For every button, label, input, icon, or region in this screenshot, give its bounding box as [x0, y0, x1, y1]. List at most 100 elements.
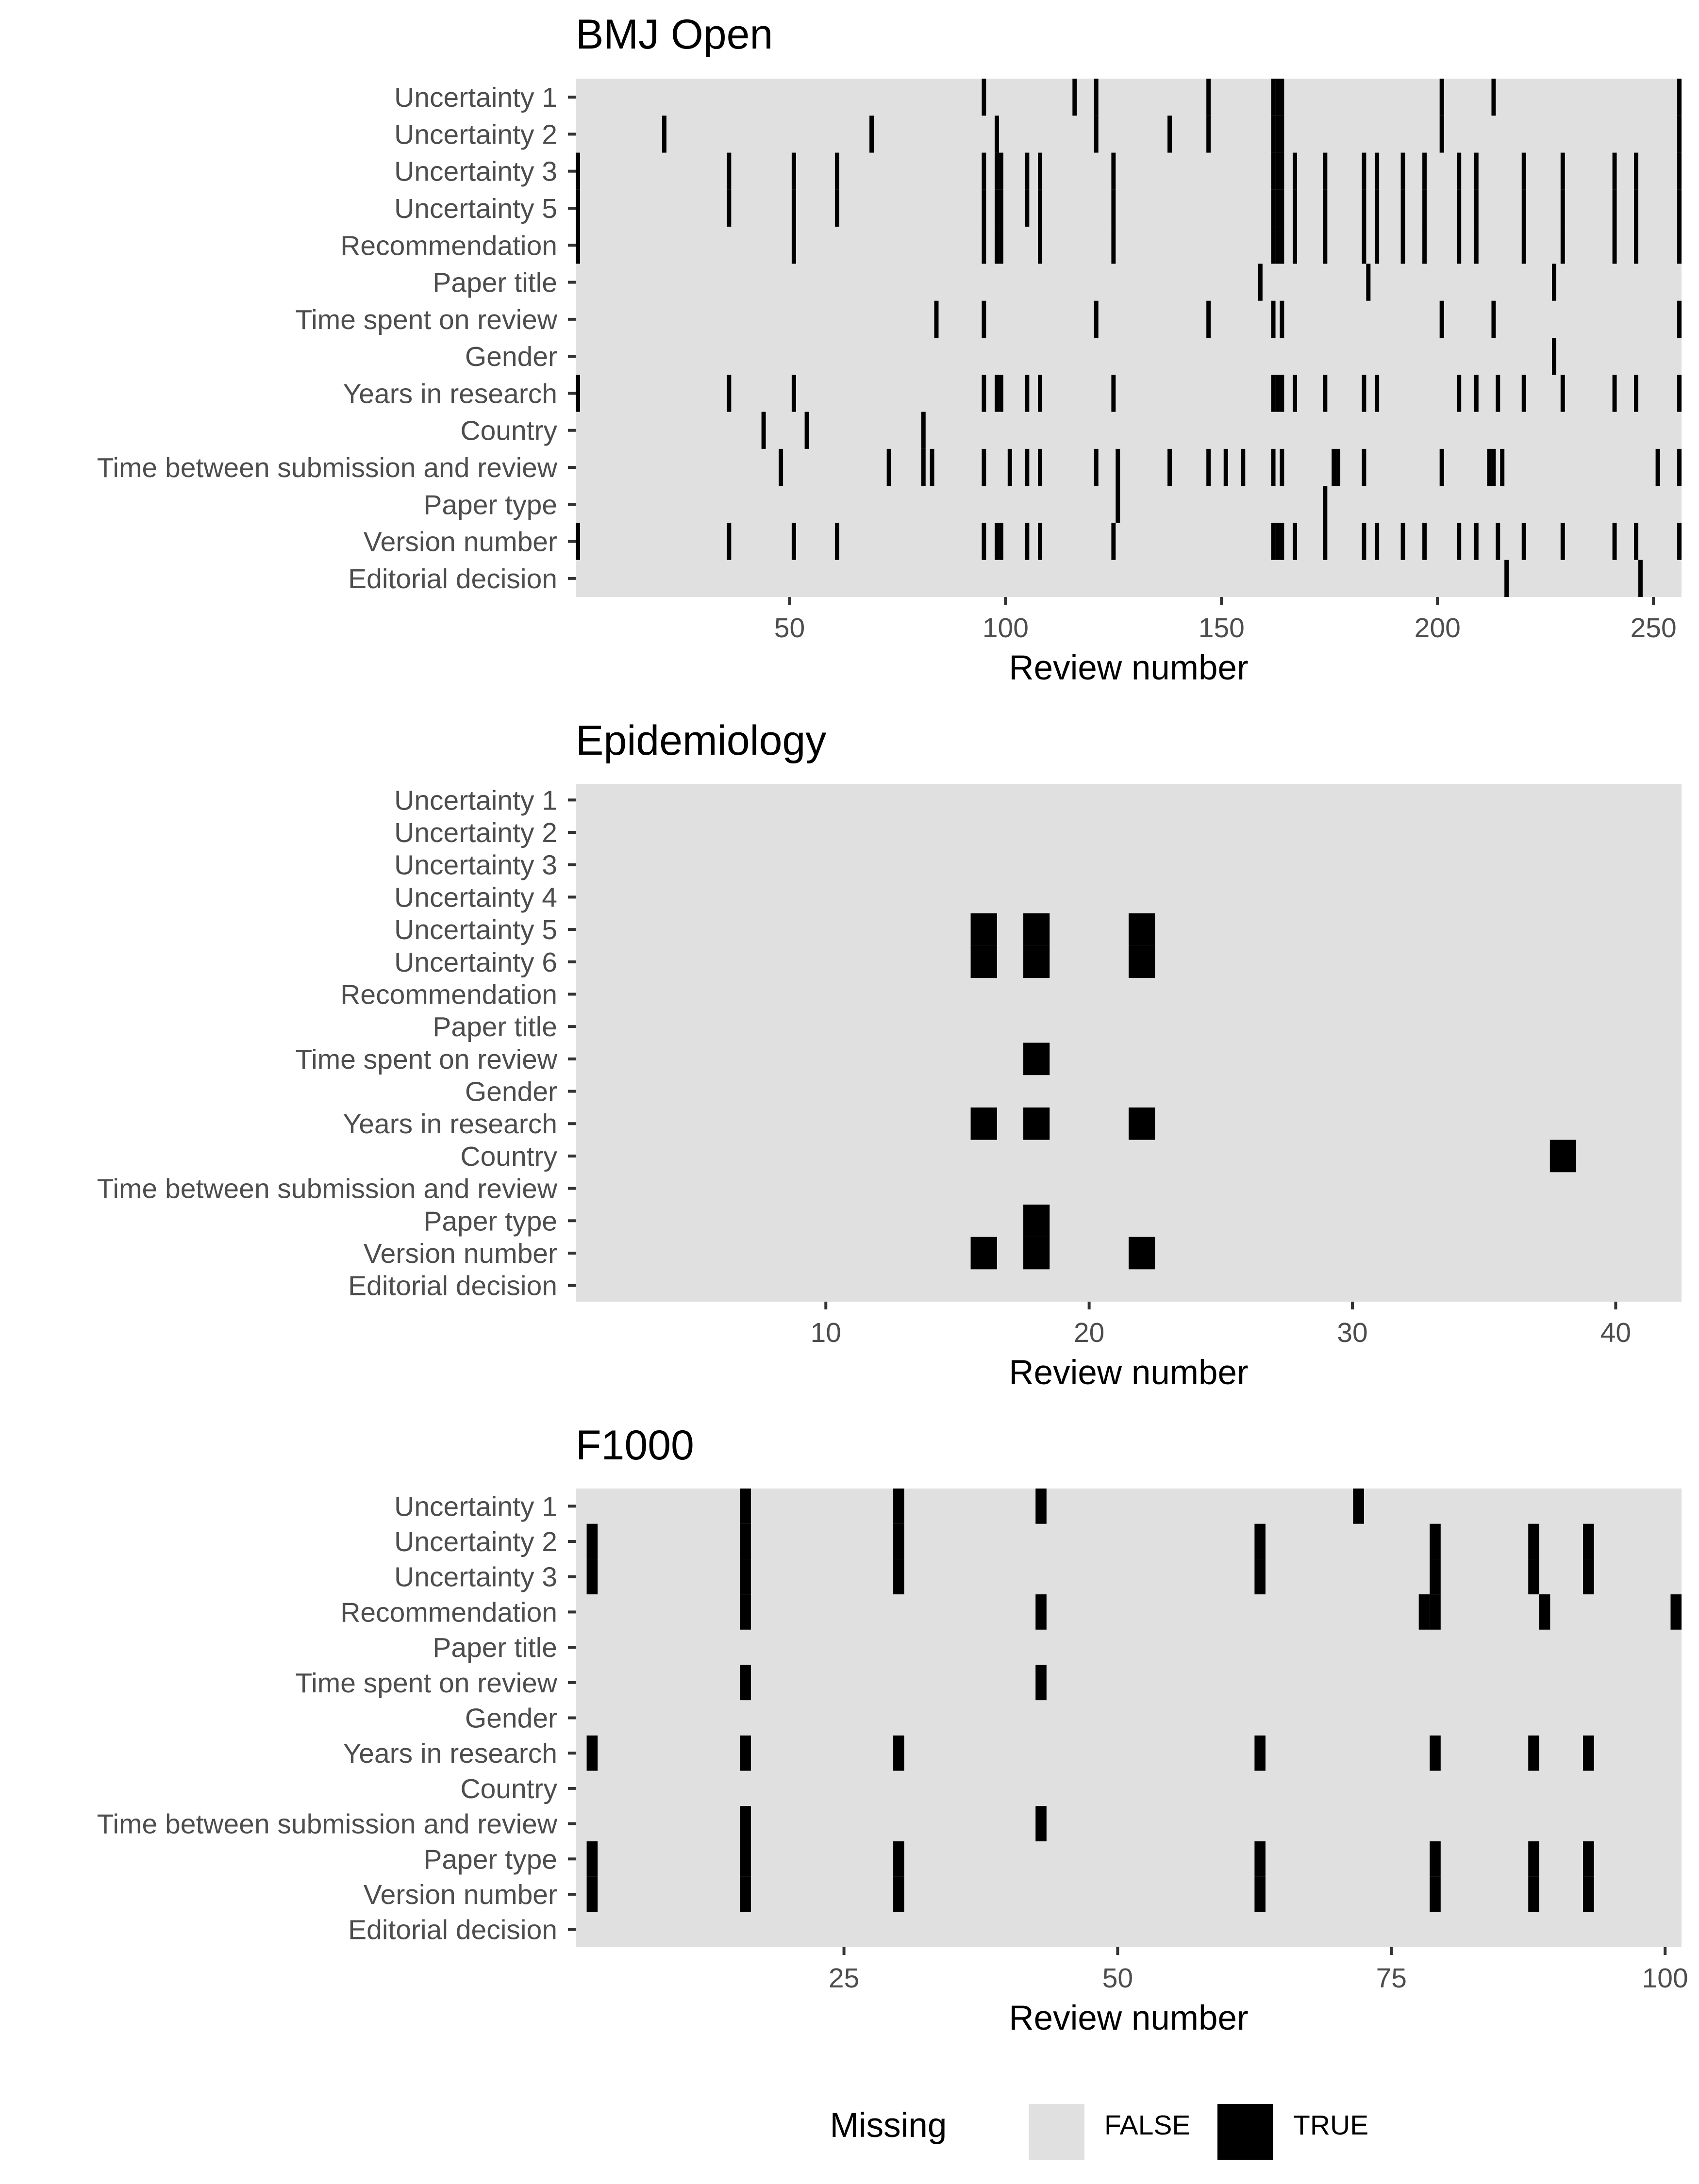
y-tick-label-paper-type: Paper type	[423, 489, 557, 520]
missing-cell	[1528, 1841, 1539, 1877]
y-tick-label-uncertainty-1: Uncertainty 1	[394, 1491, 557, 1522]
missing-cell	[1094, 300, 1099, 338]
panel-background	[576, 79, 1682, 597]
y-tick-label-paper-title: Paper title	[433, 1011, 557, 1042]
missing-cell	[1422, 152, 1427, 190]
missing-cell	[1254, 1841, 1266, 1877]
missing-cell	[1280, 116, 1284, 153]
missing-cell	[1583, 1735, 1594, 1771]
missing-cell	[982, 152, 986, 190]
y-tick-label-version-number: Version number	[364, 1879, 557, 1910]
missing-cell	[1634, 375, 1639, 412]
missing-cell	[1487, 448, 1492, 486]
missing-cell	[995, 227, 999, 264]
missing-cell	[1583, 1559, 1594, 1595]
missing-cell	[1023, 945, 1050, 978]
missing-cell	[1612, 189, 1617, 227]
missing-cell	[1254, 1735, 1266, 1771]
missing-cell	[1280, 375, 1284, 412]
missing-cell	[1422, 523, 1427, 560]
y-tick-label-version-number: Version number	[364, 527, 557, 558]
missing-cell	[1677, 152, 1682, 190]
x-tick-label: 40	[1600, 1317, 1631, 1348]
missing-cell	[1275, 375, 1280, 412]
missing-cell	[1375, 152, 1380, 190]
missing-cell	[1129, 945, 1155, 978]
missing-cell	[1023, 1237, 1050, 1270]
missing-cell	[1612, 375, 1617, 412]
missing-cell	[1271, 116, 1276, 153]
missing-cell	[1241, 448, 1246, 486]
missing-cell	[1422, 189, 1427, 227]
missing-cell	[1638, 560, 1643, 597]
missing-cell	[1634, 152, 1639, 190]
missing-cell	[982, 227, 986, 264]
missing-cell	[740, 1876, 751, 1912]
y-tick-label-paper-title: Paper title	[433, 267, 557, 298]
x-axis-label: Review number	[1009, 649, 1248, 687]
missing-cell	[1422, 227, 1427, 264]
missing-cell	[1521, 375, 1526, 412]
y-tick-label-gender: Gender	[465, 341, 557, 372]
missing-cell	[1035, 1806, 1047, 1841]
missing-cell	[970, 1237, 997, 1270]
y-tick-label-uncertainty-2: Uncertainty 2	[394, 817, 557, 848]
y-tick-label-years-in-research: Years in research	[343, 1738, 557, 1769]
missing-cell	[1430, 1876, 1441, 1912]
missing-cell	[1111, 375, 1116, 412]
x-axis-label: Review number	[1009, 1354, 1248, 1392]
missing-cell	[1275, 523, 1280, 560]
missing-cell	[779, 448, 783, 486]
y-tick-label-uncertainty-6: Uncertainty 6	[394, 947, 557, 978]
missing-cell	[1430, 1559, 1441, 1595]
y-tick-label-uncertainty-1: Uncertainty 1	[394, 785, 557, 816]
missing-cell	[1280, 227, 1284, 264]
missing-cell	[1439, 116, 1444, 153]
missing-cell	[576, 523, 580, 560]
x-tick-label: 10	[811, 1317, 841, 1348]
y-tick-label-time-spent-on-review: Time spent on review	[295, 304, 557, 335]
missing-cell	[999, 375, 1003, 412]
missing-cell	[740, 1806, 751, 1841]
missing-cell	[1375, 375, 1380, 412]
missing-cell	[1375, 189, 1380, 227]
missing-cell	[1439, 300, 1444, 338]
missing-cell	[1539, 1594, 1550, 1630]
missing-cell	[1116, 448, 1120, 486]
missing-cell	[1038, 189, 1043, 227]
missing-cell	[1612, 152, 1617, 190]
missing-cell	[995, 375, 999, 412]
missing-cell	[1491, 448, 1496, 486]
y-tick-label-paper-type: Paper type	[423, 1844, 557, 1875]
missing-cell	[662, 116, 666, 153]
missing-cell	[1612, 227, 1617, 264]
y-tick-label-paper-type: Paper type	[423, 1206, 557, 1237]
y-tick-label-gender: Gender	[465, 1076, 557, 1108]
missing-cell	[1167, 448, 1172, 486]
missing-cell	[999, 189, 1003, 227]
missing-cell	[727, 152, 732, 190]
legend-key-true	[1217, 2104, 1273, 2160]
missing-cell	[1400, 152, 1405, 190]
legend-label-true: TRUE	[1293, 2110, 1368, 2141]
missing-cell	[1439, 79, 1444, 116]
missing-cell	[586, 1523, 598, 1559]
y-tick-label-time-between-submission-and-review: Time between submission and review	[97, 1809, 558, 1840]
missing-cell	[1038, 152, 1043, 190]
missing-cell	[1496, 523, 1500, 560]
y-tick-label-editorial-decision: Editorial decision	[348, 1915, 557, 1946]
missing-cell	[791, 523, 796, 560]
y-tick-label-uncertainty-5: Uncertainty 5	[394, 914, 557, 945]
x-tick-label: 50	[1102, 1963, 1133, 1994]
missing-cell	[982, 448, 986, 486]
missing-cell	[740, 1559, 751, 1595]
missing-cell	[1457, 152, 1462, 190]
missing-cell	[1528, 1523, 1539, 1559]
missing-cell	[893, 1876, 904, 1912]
missing-cell	[1521, 152, 1526, 190]
missing-cell	[1023, 1107, 1050, 1140]
missing-cell	[1293, 375, 1298, 412]
missing-cell	[1677, 375, 1682, 412]
y-tick-label-time-spent-on-review: Time spent on review	[295, 1668, 557, 1699]
